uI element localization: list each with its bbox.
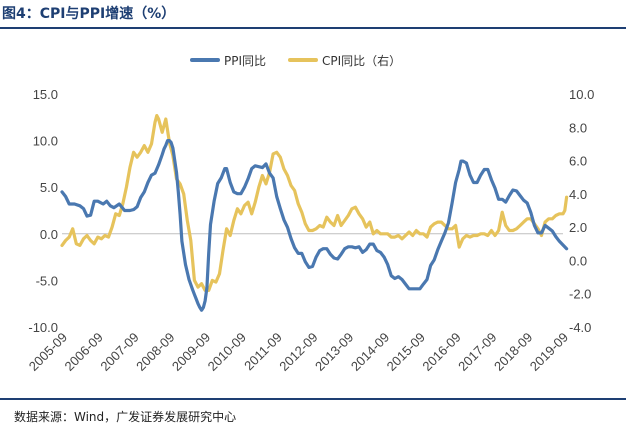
x-tick-label: 2013-09 xyxy=(312,330,356,374)
x-tick-label: 2017-09 xyxy=(455,330,499,374)
y-right-tick-label: 10.0 xyxy=(569,87,594,102)
x-tick-label: 2005-09 xyxy=(26,330,70,374)
y-right-tick-label: -4.0 xyxy=(569,320,591,335)
y-right-tick-label: 4.0 xyxy=(569,187,587,202)
chart-legend: PPI同比 CPI同比（右） xyxy=(190,51,423,69)
y-right-tick-label: 6.0 xyxy=(569,154,587,169)
series-line-ppi xyxy=(60,139,569,312)
y-right-tick-label: 0.0 xyxy=(569,253,587,268)
x-tick-label: 2012-09 xyxy=(276,330,320,374)
y-left-tick-label: 10.0 xyxy=(33,134,58,149)
x-tick-label: 2016-09 xyxy=(419,330,463,374)
y-right-tick-label: 8.0 xyxy=(569,120,587,135)
legend-item-ppi: PPI同比 xyxy=(190,52,266,69)
x-tick-label: 2009-09 xyxy=(169,330,213,374)
x-tick-label: 2019-09 xyxy=(527,330,571,374)
footer-rule xyxy=(0,398,626,400)
legend-swatch-cpi xyxy=(288,58,319,62)
legend-item-cpi: CPI同比（右） xyxy=(288,52,401,69)
x-tick-label: 2018-09 xyxy=(491,330,535,374)
source-note: 数据来源：Wind，广发证券发展研究中心 xyxy=(14,410,237,424)
y-left-tick-label: 5.0 xyxy=(40,180,58,195)
legend-label-ppi: PPI同比 xyxy=(224,53,267,68)
figure-title: 图4：CPI与PPI增速（%） xyxy=(2,6,176,22)
x-tick-label: 2006-09 xyxy=(62,330,106,374)
legend-swatch-ppi xyxy=(190,58,220,62)
series-line-cpi xyxy=(60,114,569,292)
x-tick-label: 2014-09 xyxy=(348,330,392,374)
x-tick-label: 2015-09 xyxy=(384,330,428,374)
header-rule xyxy=(0,27,626,29)
figure-header: 图4：CPI与PPI增速（%） xyxy=(0,0,626,28)
x-tick-label: 2008-09 xyxy=(133,330,177,374)
y-right-tick-label: -2.0 xyxy=(569,287,591,302)
y-left-tick-label: -5.0 xyxy=(36,273,58,288)
legend-label-cpi: CPI同比（右） xyxy=(322,53,402,68)
y-left-tick-label: 15.0 xyxy=(33,87,58,102)
y-right-tick-label: 2.0 xyxy=(569,220,587,235)
y-left-tick-label: -10.0 xyxy=(28,320,58,335)
y-left-tick-label: 0.0 xyxy=(40,227,58,242)
x-tick-label: 2010-09 xyxy=(205,330,249,374)
x-tick-label: 2007-09 xyxy=(97,330,141,374)
